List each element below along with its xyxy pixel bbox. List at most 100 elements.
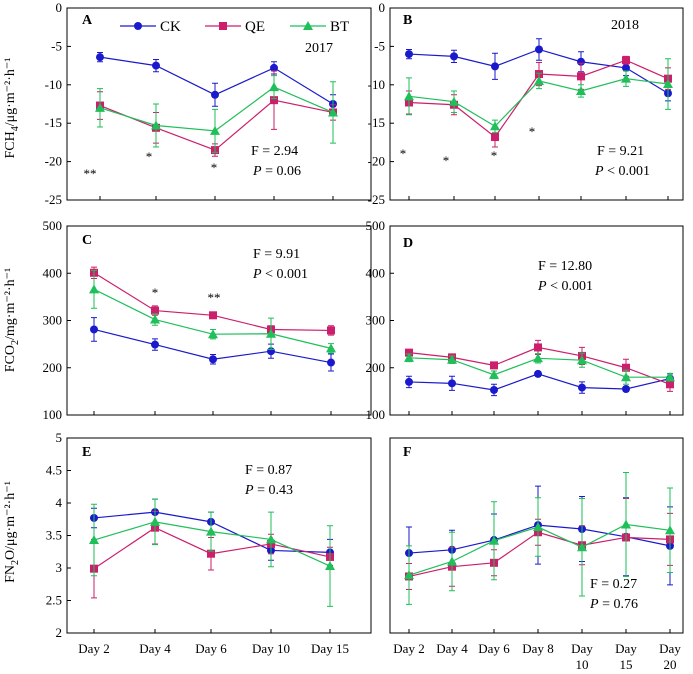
y-tick-label: -5 bbox=[51, 38, 62, 53]
y-tick-label: 2 bbox=[56, 625, 63, 640]
y-tick-label: -20 bbox=[368, 154, 385, 169]
stat-p: P < 0.001 bbox=[594, 164, 650, 179]
panel-letter: C bbox=[82, 233, 92, 248]
ck-marker-3 bbox=[534, 369, 542, 378]
qe-marker-5 bbox=[622, 363, 630, 372]
legend-ck-label: CK bbox=[160, 19, 181, 35]
panel-letter: B bbox=[403, 13, 412, 28]
y-tick-label: 0 bbox=[379, 0, 386, 15]
ck-marker-2 bbox=[211, 90, 219, 99]
y-tick-label: -10 bbox=[368, 77, 385, 92]
stat-p: P < 0.001 bbox=[252, 267, 308, 282]
ck-marker-0 bbox=[405, 377, 413, 386]
bt-marker-3 bbox=[266, 328, 276, 338]
bt-marker-0 bbox=[404, 91, 414, 101]
y-tick-label: 4.5 bbox=[46, 463, 62, 478]
panel-letter: A bbox=[82, 13, 93, 28]
ck-marker-2 bbox=[490, 385, 498, 394]
bt-marker-2 bbox=[210, 125, 220, 135]
ck-marker-1 bbox=[152, 61, 160, 70]
bt-marker-4 bbox=[325, 561, 335, 571]
bt-marker-6 bbox=[665, 372, 675, 382]
stat-f: F = 0.27 bbox=[590, 577, 637, 592]
bt-marker-0 bbox=[95, 102, 105, 112]
panel-d: 500 400 300 200 100 D F = 12.80 P < 0.001 bbox=[366, 218, 684, 422]
stat-f: F = 2.94 bbox=[251, 144, 298, 159]
legend-qe-marker bbox=[219, 22, 227, 30]
ck-marker-3 bbox=[535, 45, 543, 54]
panel-b: 0 -5 -10 -15 -20 -25 B 2018 F = 9.21 P < 0.001 * * *… bbox=[368, 0, 684, 207]
bt-marker-2 bbox=[208, 329, 218, 339]
ck-marker-0 bbox=[96, 53, 104, 62]
stat-f: F = 9.91 bbox=[253, 247, 300, 262]
stat-f: F = 12.80 bbox=[538, 259, 592, 274]
bt-marker-3 bbox=[534, 75, 544, 85]
bt-marker-4 bbox=[326, 343, 336, 353]
stat-f: F = 0.87 bbox=[245, 463, 292, 478]
bt-marker-1 bbox=[449, 96, 459, 106]
legend-ck-marker bbox=[134, 22, 142, 30]
y-tick-label: -25 bbox=[45, 192, 62, 207]
y-tick-label: 3.5 bbox=[46, 528, 62, 543]
bt-marker-1 bbox=[447, 556, 457, 566]
x-tick-label: Day 2 bbox=[78, 641, 109, 656]
y-tick-label: 100 bbox=[43, 407, 63, 422]
qe-marker-1 bbox=[151, 306, 159, 315]
panel-frame bbox=[66, 437, 372, 634]
qe-marker-6 bbox=[666, 380, 674, 389]
panel-year: 2017 bbox=[305, 41, 333, 56]
qe-marker-2 bbox=[491, 133, 499, 142]
y-tick-label: 5 bbox=[56, 430, 63, 445]
bt-marker-2 bbox=[489, 535, 499, 545]
legend-qe-label: QE bbox=[245, 19, 265, 35]
y-tick-label: 100 bbox=[366, 407, 386, 422]
panel-frame bbox=[389, 437, 684, 634]
panel-f: F F = 0.27 P = 0.76 bbox=[389, 437, 684, 634]
x-tick-label: Day 8 bbox=[522, 641, 553, 656]
bt-marker-6 bbox=[665, 525, 675, 535]
stat-f: F = 9.21 bbox=[597, 144, 644, 159]
y-tick-label: 2.5 bbox=[46, 593, 62, 608]
panel-frame bbox=[389, 7, 684, 201]
bt-marker-5 bbox=[621, 519, 631, 529]
y-tick-label: -15 bbox=[45, 115, 62, 130]
panel-frame bbox=[66, 225, 372, 416]
ck-marker-2 bbox=[491, 62, 499, 71]
series-line-qe bbox=[99, 99, 334, 151]
bt-marker-6 bbox=[663, 79, 673, 89]
significance-marker: * bbox=[211, 160, 218, 175]
bt-marker-4 bbox=[328, 107, 338, 117]
panel-e: 5 4.5 4 3.5 3 2.5 2 E F = 0.87 P = 0.43 bbox=[46, 430, 372, 640]
significance-marker: * bbox=[529, 124, 536, 139]
y-tick-label: 300 bbox=[43, 313, 63, 328]
qe-marker-2 bbox=[490, 361, 498, 370]
ck-marker-4 bbox=[578, 383, 586, 392]
panel-letter: F bbox=[403, 445, 412, 460]
y-tick-label: 300 bbox=[366, 313, 386, 328]
significance-marker: * bbox=[491, 148, 498, 163]
bt-marker-2 bbox=[490, 121, 500, 131]
y-tick-label: 0 bbox=[56, 0, 63, 15]
bt-marker-0 bbox=[89, 284, 99, 294]
significance-marker: * bbox=[400, 146, 407, 161]
bt-marker-3 bbox=[266, 534, 276, 544]
ck-marker-3 bbox=[270, 63, 278, 72]
bt-marker-1 bbox=[150, 516, 160, 526]
bt-marker-0 bbox=[404, 570, 414, 580]
bt-marker-0 bbox=[404, 352, 414, 362]
x-tick-label: Day 15 bbox=[615, 641, 637, 672]
y-tick-label: 3 bbox=[56, 560, 63, 575]
qe-marker-4 bbox=[327, 326, 335, 335]
y-tick-label: 200 bbox=[366, 360, 386, 375]
ck-marker-0 bbox=[405, 50, 413, 59]
y-label-n2o: FN2O/μg·m⁻²·h⁻¹ bbox=[3, 481, 21, 583]
panel-letter: D bbox=[403, 236, 413, 251]
bt-marker-4 bbox=[577, 355, 587, 365]
bt-marker-0 bbox=[89, 535, 99, 545]
ck-marker-0 bbox=[90, 325, 98, 334]
legend: CK QE BT bbox=[120, 19, 349, 35]
panel-letter: E bbox=[82, 445, 91, 460]
y-tick-label: -15 bbox=[368, 115, 385, 130]
